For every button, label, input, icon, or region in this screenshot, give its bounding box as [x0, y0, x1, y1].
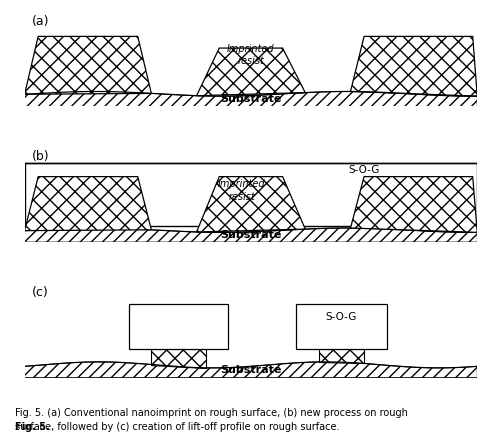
Text: Substrate: Substrate — [220, 94, 281, 104]
Text: (a): (a) — [31, 15, 49, 28]
Polygon shape — [25, 177, 152, 230]
Text: (b): (b) — [31, 150, 49, 163]
Text: Imprinted
resist: Imprinted resist — [227, 43, 275, 66]
Polygon shape — [350, 177, 477, 232]
Polygon shape — [25, 163, 477, 227]
Polygon shape — [197, 177, 305, 232]
Polygon shape — [197, 48, 305, 96]
Text: Substrate: Substrate — [220, 365, 281, 375]
Polygon shape — [350, 36, 477, 96]
Text: S-O-G: S-O-G — [348, 165, 380, 175]
Text: Fig. 5.: Fig. 5. — [15, 422, 50, 432]
Text: Fig. 5. (a) Conventional nanoimprint on rough surface, (b) new process on rough
: Fig. 5. (a) Conventional nanoimprint on … — [15, 408, 408, 432]
Polygon shape — [319, 349, 364, 363]
Text: S-O-G: S-O-G — [326, 312, 357, 322]
Text: Imprinted
resist: Imprinted resist — [218, 179, 266, 202]
Polygon shape — [25, 36, 152, 94]
Polygon shape — [296, 304, 387, 349]
Text: (c): (c) — [31, 286, 48, 299]
Polygon shape — [129, 304, 228, 349]
Text: Substrate: Substrate — [220, 230, 281, 240]
Polygon shape — [152, 349, 206, 368]
